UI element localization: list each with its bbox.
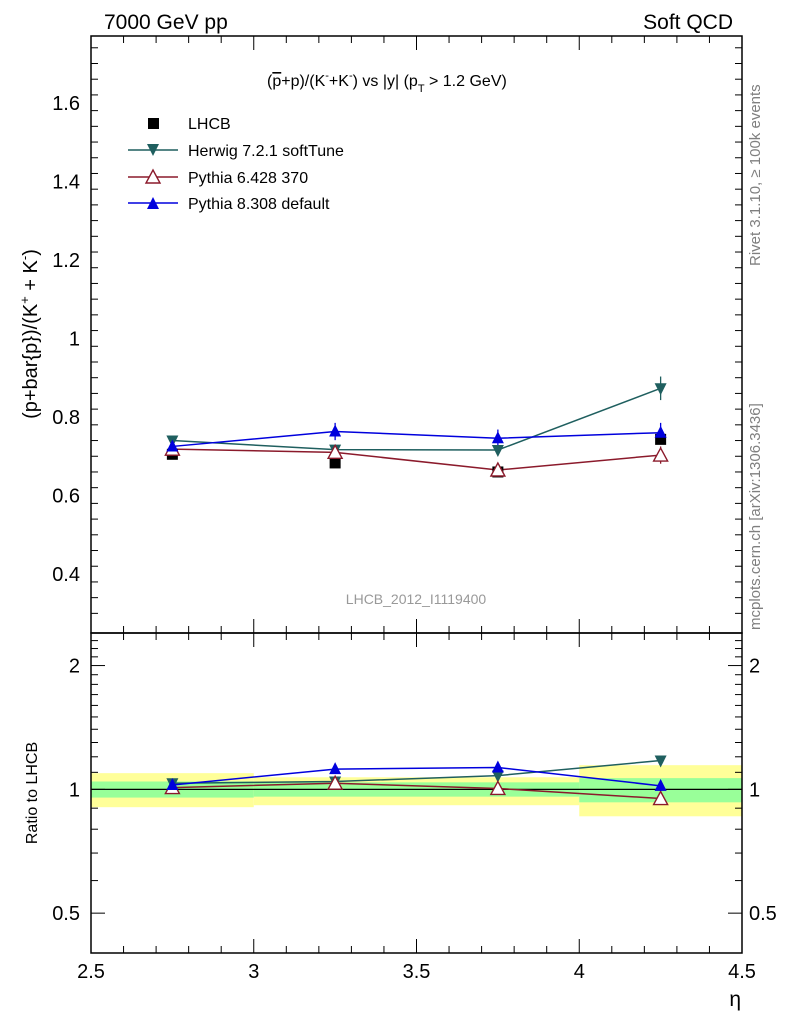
- header-energy-label: 7000 GeV pp: [104, 11, 228, 34]
- ratio-y-tick-label-right: 1: [749, 779, 760, 801]
- ratio-y-tick-label-right: 0.5: [749, 903, 777, 925]
- main-title: (p+p)/(K-+K-) vs |y| (pT > 1.2 GeV): [267, 70, 507, 95]
- ratio-herwig-point: [491, 770, 504, 783]
- main-y-axis-label: (p+bar{p})/(K+ + K-): [17, 249, 42, 419]
- herwig-point: [654, 383, 667, 396]
- data-point: [655, 433, 667, 445]
- x-axis-label: η: [729, 988, 741, 1011]
- main-y-tick-label: 1: [69, 328, 80, 350]
- ratio-y-tick-label: 1: [69, 779, 80, 801]
- ratio-pythia8-line: [172, 766, 661, 787]
- ratio-y-tick-label: 0.5: [52, 903, 80, 925]
- pythia8-point: [654, 425, 667, 438]
- pythia6-point: [326, 443, 344, 460]
- pythia8-point: [329, 424, 342, 437]
- legend-marker-pythia8: [147, 197, 159, 209]
- pythia6-point: [489, 461, 507, 477]
- data-point: [329, 457, 341, 469]
- legend-marker-pythia6: [144, 168, 162, 184]
- main-y-tick-label: 1.4: [52, 171, 80, 193]
- pythia6-line: [172, 448, 661, 471]
- legend: LHCB Herwig 7.2.1 softTune Pythia 6.428 …: [128, 116, 344, 213]
- ratio-herwig-line: [172, 759, 661, 784]
- ratio-pythia8-point: [491, 760, 504, 773]
- main-panel: 0.4 0.6 0.8 1 1.2 1.4 1.6: [52, 36, 743, 633]
- ratio-panel: 0.5 0.5 1 1 2 2 2.5 3 3.5 4 4.5: [52, 633, 777, 983]
- ratio-pythia6-point: [652, 790, 669, 806]
- herwig-line: [172, 387, 661, 451]
- ratio-pythia6-point: [489, 779, 507, 796]
- ratio-pythia6-line: [172, 782, 661, 800]
- main-y-tick-label: 0.6: [52, 486, 80, 508]
- x-tick-label: 4: [574, 961, 585, 983]
- herwig-point: [491, 444, 504, 457]
- ratio-panel-frame: [90, 632, 743, 954]
- main-y-tick-label: 1.6: [52, 93, 80, 115]
- ratio-pythia8-point: [166, 777, 179, 790]
- legend-marker-herwig: [147, 144, 159, 156]
- pythia8-point: [166, 439, 179, 452]
- x-tick-label: 2.5: [77, 961, 105, 983]
- mcplots-source-label: mcplots.cern.ch [arXiv:1306.3436]: [747, 403, 764, 630]
- ratio-pythia8-point: [654, 778, 667, 791]
- main-y-tick-label: 1.2: [52, 250, 80, 272]
- x-tick-label: 4.5: [728, 961, 756, 983]
- ratio-pythia6-point: [326, 774, 344, 790]
- main-y-tick-label: 0.8: [52, 407, 80, 429]
- ratio-y-tick-label-right: 2: [749, 656, 760, 678]
- pythia8-line: [172, 430, 661, 448]
- x-tick-label: 3: [248, 961, 259, 983]
- legend-label-lhcb: LHCB: [188, 116, 231, 133]
- legend-marker-lhcb: [148, 118, 159, 129]
- main-y-tick-label: 0.4: [52, 564, 80, 586]
- analysis-label: LHCB_2012_I1119400: [346, 591, 487, 607]
- ratio-pythia8-point: [329, 762, 342, 775]
- legend-label-herwig: Herwig 7.2.1 softTune: [188, 143, 344, 160]
- pythia6-point: [652, 446, 669, 462]
- header-category-label: Soft QCD: [643, 11, 733, 34]
- ratio-y-axis-label: Ratio to LHCB: [24, 742, 41, 844]
- ratio-y-tick-label: 2: [69, 656, 80, 678]
- rivet-version-label: Rivet 3.1.10, ≥ 100k events: [747, 84, 764, 266]
- x-tick-label: 3.5: [403, 961, 431, 983]
- pythia8-point: [491, 431, 504, 444]
- legend-label-pythia8: Pythia 8.308 default: [188, 196, 330, 213]
- legend-label-pythia6: Pythia 6.428 370: [188, 170, 308, 187]
- ratio-herwig-point: [654, 755, 667, 768]
